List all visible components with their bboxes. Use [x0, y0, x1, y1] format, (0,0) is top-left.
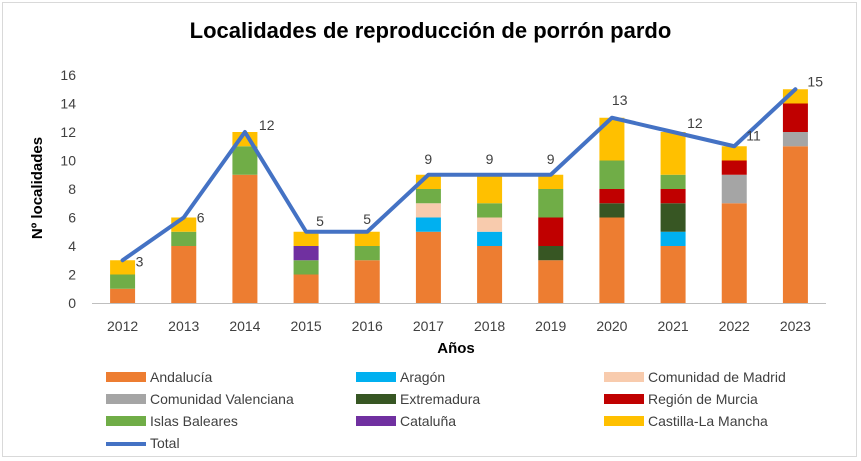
bar-segment — [599, 160, 625, 189]
bar-segment — [538, 174, 564, 189]
bar-segment — [660, 246, 686, 303]
bar-segment — [599, 203, 625, 218]
bar-segment — [354, 260, 380, 303]
y-tick-label: 16 — [60, 67, 76, 83]
bar-segment — [721, 203, 747, 303]
bar-segment — [110, 288, 136, 303]
data-label: 15 — [807, 73, 823, 89]
y-tick-label: 12 — [60, 124, 76, 140]
data-label: 3 — [136, 253, 144, 269]
data-label: 13 — [612, 92, 628, 108]
bar-segment — [477, 203, 503, 218]
bar-segment — [599, 217, 625, 303]
y-tick-label: 14 — [60, 96, 76, 112]
x-axis-title: Años — [437, 340, 475, 357]
x-tick-label: 2018 — [474, 318, 505, 334]
bar-segment — [354, 231, 380, 246]
bar-segment — [171, 231, 197, 246]
bar-segment — [538, 260, 564, 303]
x-tick-label: 2021 — [658, 318, 689, 334]
bar-segment — [538, 246, 564, 261]
y-tick-label: 0 — [68, 295, 76, 311]
bar-segment — [415, 217, 441, 232]
bar-segment — [721, 160, 747, 175]
bar-segment — [293, 260, 319, 275]
bar-segment — [599, 189, 625, 204]
bar-segment — [782, 146, 808, 303]
bar-segment — [293, 246, 319, 261]
bar-segment — [477, 246, 503, 303]
x-tick-label: 2013 — [168, 318, 199, 334]
bar-segment — [660, 189, 686, 204]
bar-segment — [171, 246, 197, 303]
y-tick-label: 4 — [68, 238, 76, 254]
data-label: 5 — [363, 211, 371, 227]
chart-title: Localidades de reproducción de porrón pa… — [189, 18, 672, 43]
bar-segment — [415, 189, 441, 204]
bar-segment — [477, 174, 503, 204]
bar-segment — [721, 146, 747, 161]
x-tick-label: 2012 — [107, 318, 138, 334]
bar-segment — [660, 174, 686, 189]
bar-segment — [110, 274, 136, 289]
bar-segment — [415, 203, 441, 218]
data-label: 6 — [197, 210, 205, 226]
bar-segment — [782, 132, 808, 147]
data-label: 9 — [424, 151, 432, 167]
bar-segment — [232, 174, 258, 303]
x-tick-label: 2022 — [719, 318, 750, 334]
x-tick-label: 2016 — [352, 318, 383, 334]
bar-segment — [721, 174, 747, 204]
y-tick-label: 8 — [68, 181, 76, 197]
bar-segment — [293, 274, 319, 303]
bar-segment — [477, 231, 503, 246]
y-tick-label: 10 — [60, 153, 76, 169]
bar-segment — [354, 246, 380, 261]
data-label: 12 — [259, 117, 275, 133]
bar-segment — [415, 231, 441, 303]
x-tick-label: 2019 — [535, 318, 566, 334]
bar-segment — [538, 189, 564, 218]
data-label: 12 — [687, 115, 703, 131]
bar-segment — [538, 217, 564, 246]
y-tick-label: 6 — [68, 210, 76, 226]
bar-segment — [477, 217, 503, 232]
x-tick-label: 2017 — [413, 318, 444, 334]
data-label: 9 — [486, 151, 494, 167]
x-tick-label: 2014 — [229, 318, 260, 334]
bar-segment — [293, 231, 319, 246]
x-tick-label: 2023 — [780, 318, 811, 334]
bar-segment — [660, 203, 686, 232]
bar-segment — [660, 132, 686, 175]
bar-segment — [782, 103, 808, 132]
x-tick-label: 2020 — [596, 318, 627, 334]
total-line — [120, 87, 798, 263]
data-label: 5 — [316, 213, 324, 229]
bar-segment — [660, 231, 686, 246]
bar-segment — [232, 146, 258, 175]
x-tick-label: 2015 — [291, 318, 322, 334]
data-label: 11 — [746, 127, 761, 143]
y-tick-label: 2 — [68, 267, 76, 283]
bar-segment — [110, 260, 136, 275]
data-label: 9 — [547, 151, 555, 167]
